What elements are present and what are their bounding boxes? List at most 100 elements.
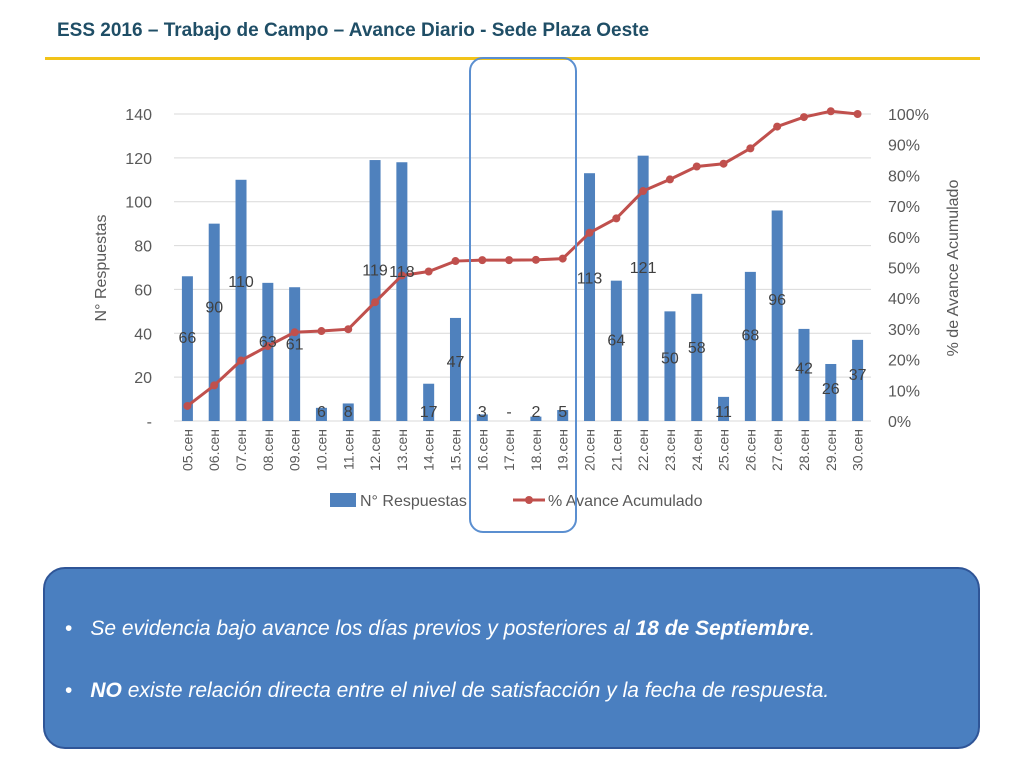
y2-tick-label: 30% <box>888 322 920 339</box>
x-tick-label: 19.сен <box>555 429 571 471</box>
x-tick-label: 29.сен <box>823 429 839 471</box>
x-tick-label: 22.сен <box>635 429 651 471</box>
line-point <box>799 113 808 122</box>
bar-value-label: 110 <box>228 274 254 291</box>
x-tick-label: 26.сен <box>742 429 758 471</box>
x-tick-label: 07.сен <box>233 429 249 471</box>
bullet-2-bold: NO <box>90 679 122 702</box>
bar-value-label: 58 <box>688 340 706 357</box>
x-tick-label: 25.сен <box>716 429 732 471</box>
y-tick-label: 80 <box>134 239 152 256</box>
x-tick-label: 10.сен <box>313 429 329 471</box>
bar <box>208 223 220 421</box>
bullet-dot: • <box>65 617 73 640</box>
bar <box>798 328 810 421</box>
y2-tick-label: 80% <box>888 168 920 185</box>
y2-tick-label: 0% <box>888 414 911 431</box>
bar <box>530 416 542 421</box>
legend: N° Respuestas % Avance Acumulado <box>330 493 703 510</box>
x-tick-label: 13.сен <box>394 429 410 471</box>
y-tick-label: 20 <box>134 370 152 387</box>
bar-value-label: 11 <box>715 404 732 421</box>
y2-tick-label: 60% <box>888 230 920 247</box>
y2-tick-label: 50% <box>888 261 920 278</box>
y-tick-label: - <box>147 414 152 431</box>
y2-tick-label: 100% <box>888 107 929 124</box>
bar <box>235 179 247 421</box>
bar-value-label: 37 <box>849 367 867 384</box>
x-tick-label: 15.сен <box>447 429 463 471</box>
bar <box>744 271 756 421</box>
x-tick-label: 09.сен <box>287 429 303 471</box>
bar-value-label: 47 <box>447 354 465 371</box>
bar-value-label: - <box>506 404 511 421</box>
legend-label-line: % Avance Acumulado <box>548 493 703 510</box>
y2-tick-label: 10% <box>888 383 920 400</box>
bar-value-label: 5 <box>558 404 567 421</box>
line-point <box>397 271 406 280</box>
line-point <box>719 159 728 168</box>
bullet-1-text: Se evidencia bajo avance los días previo… <box>90 617 636 640</box>
y2-tick-label: 90% <box>888 138 920 155</box>
bar <box>610 280 622 421</box>
bar <box>181 276 193 421</box>
line-point <box>317 327 326 336</box>
y-tick-label: 140 <box>125 107 152 124</box>
bar <box>342 403 354 421</box>
bar <box>289 287 301 421</box>
line-point <box>853 110 862 118</box>
x-tick-label: 05.сен <box>179 429 195 471</box>
x-tick-label: 06.сен <box>206 429 222 471</box>
x-tick-label: 27.сен <box>769 429 785 471</box>
line-point <box>505 256 514 265</box>
line-point <box>558 254 567 263</box>
line-point <box>665 175 674 184</box>
bar <box>691 293 703 421</box>
bar-value-label: 3 <box>478 404 487 421</box>
bar <box>423 383 435 421</box>
bar-value-label: 8 <box>344 404 353 421</box>
highlight-box <box>469 57 577 533</box>
x-tick-label: 24.сен <box>689 429 705 471</box>
x-tick-label: 21.сен <box>608 429 624 471</box>
line-point <box>451 257 460 266</box>
slide-title: ESS 2016 – Trabajo de Campo – Avance Dia… <box>57 20 650 41</box>
bar-value-label: 118 <box>389 264 415 281</box>
bar-value-label: 121 <box>630 260 657 277</box>
x-tick-label: 23.сен <box>662 429 678 471</box>
y-axis-title: N° Respuestas <box>93 215 110 322</box>
y-tick-label: 40 <box>134 326 152 343</box>
y2-tick-label: 40% <box>888 291 920 308</box>
legend-marker-line <box>525 496 533 504</box>
y2-axis-title: % de Avance Acumulado <box>945 180 962 357</box>
bar <box>449 317 461 421</box>
bar <box>315 407 327 421</box>
bar <box>852 339 864 421</box>
bar-value-label: 42 <box>795 361 813 378</box>
bar-value-label: 90 <box>205 300 223 317</box>
line-point <box>237 356 246 365</box>
bar-value-label: 113 <box>577 270 603 287</box>
line-point <box>531 255 540 264</box>
bar-value-label: 26 <box>822 381 840 398</box>
line-point <box>746 144 755 153</box>
bar <box>718 396 730 421</box>
legend-label-bars: N° Respuestas <box>360 493 467 510</box>
bullet-2-text: existe relación directa entre el nivel d… <box>121 679 830 702</box>
x-tick-label: 30.сен <box>850 429 866 471</box>
bar <box>637 155 649 421</box>
bar-value-label: 63 <box>259 334 277 351</box>
bar-value-label: 17 <box>420 404 438 421</box>
x-tick-label: 16.сен <box>474 429 490 471</box>
line-point <box>183 401 192 410</box>
line-point <box>210 381 219 390</box>
x-tick-label: 17.сен <box>501 429 517 471</box>
cumulative-line <box>186 109 858 408</box>
line-point <box>612 214 621 223</box>
line-point <box>773 122 782 131</box>
x-tick-label: 12.сен <box>367 429 383 471</box>
line-point <box>424 267 433 276</box>
bar <box>584 173 596 421</box>
y2-tick-label: 20% <box>888 353 920 370</box>
